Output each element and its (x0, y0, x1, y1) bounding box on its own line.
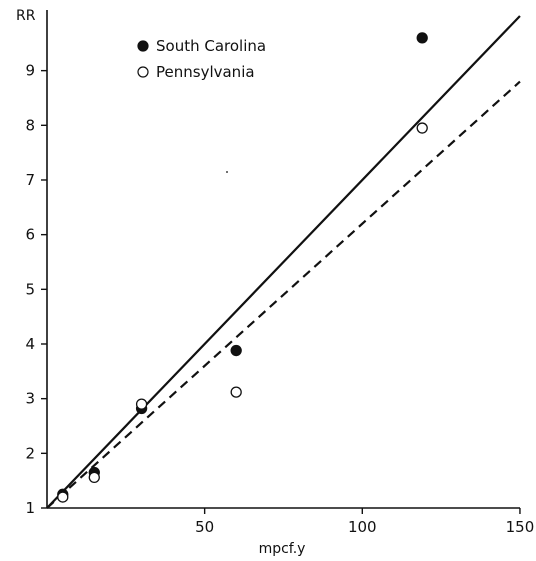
y-tick-label: 8 (25, 116, 35, 134)
point-south-carolina (230, 344, 242, 357)
legend-label-south-carolina: South Carolina (156, 37, 266, 55)
y-tick-label: 7 (25, 171, 35, 189)
legend-marker-south-carolina (137, 40, 149, 52)
fit-lines (46, 15, 521, 509)
y-tick-label: 5 (25, 280, 35, 298)
y-tick-label: 1 (25, 499, 35, 517)
stray-dot (226, 171, 228, 173)
axes (46, 10, 520, 509)
ticks: 1 2 3 4 5 6 7 8 9 50 100 150 (25, 62, 534, 536)
x-axis-title: mpcf.y (259, 541, 306, 557)
x-tick-label: 50 (195, 518, 214, 536)
y-tick-label: 2 (25, 444, 35, 462)
x-tick-label: 100 (348, 518, 377, 536)
legend-label-pennsylvania: Pennsylvania (156, 63, 255, 81)
legend-marker-pennsylvania (137, 66, 149, 78)
y-axis-title: RR (16, 8, 36, 24)
y-tick-label: 4 (25, 335, 35, 353)
y-tick-label: 3 (25, 390, 35, 408)
fit-line-pennsylvania (46, 80, 521, 509)
point-south-carolina (416, 32, 428, 44)
y-tick-label: 6 (25, 226, 35, 244)
point-pennsylvania (230, 386, 242, 398)
point-pennsylvania (135, 398, 148, 410)
point-pennsylvania (88, 471, 100, 484)
y-tick-label: 9 (25, 62, 35, 80)
point-pennsylvania (57, 491, 69, 503)
legend: South Carolina Pennsylvania (137, 37, 266, 81)
points (57, 32, 428, 503)
point-pennsylvania (416, 122, 428, 134)
fit-line-south-carolina (46, 15, 521, 509)
x-tick-label: 150 (506, 518, 535, 536)
